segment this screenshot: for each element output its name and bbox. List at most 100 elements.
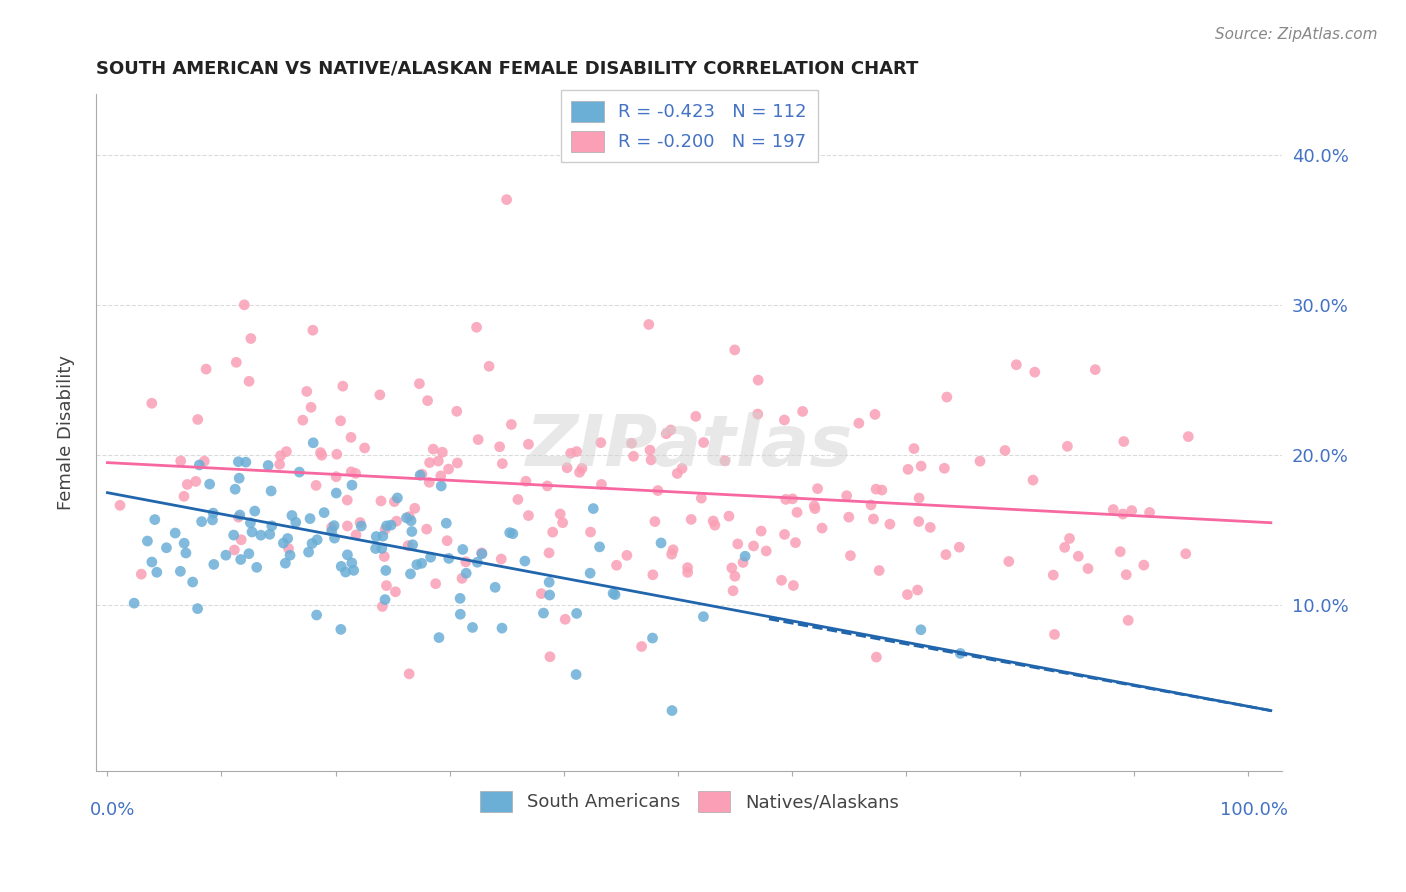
Point	[839, 549, 862, 563]
Point	[276, 444, 298, 458]
Point	[398, 509, 420, 524]
Point	[284, 516, 307, 530]
Point	[720, 561, 742, 575]
Point	[517, 508, 540, 523]
Point	[465, 555, 488, 569]
Point	[565, 444, 588, 458]
Point	[274, 556, 297, 570]
Point	[323, 531, 346, 545]
Point	[560, 446, 582, 460]
Point	[340, 430, 363, 444]
Point	[170, 454, 193, 468]
Point	[387, 491, 409, 505]
Point	[870, 483, 893, 497]
Point	[775, 492, 797, 507]
Point	[408, 376, 430, 391]
Point	[259, 527, 281, 541]
Point	[637, 318, 659, 332]
Point	[188, 458, 211, 472]
Point	[907, 515, 929, 529]
Point	[491, 621, 513, 635]
Point	[174, 546, 197, 560]
Point	[579, 566, 602, 581]
Point	[187, 601, 209, 615]
Point	[321, 520, 343, 534]
Point	[994, 443, 1017, 458]
Point	[934, 461, 956, 475]
Point	[401, 524, 423, 539]
Point	[641, 631, 664, 645]
Point	[340, 556, 363, 570]
Point	[187, 412, 209, 426]
Point	[270, 449, 292, 463]
Point	[336, 493, 359, 508]
Point	[380, 518, 402, 533]
Point	[551, 516, 574, 530]
Text: ZIPatlas: ZIPatlas	[526, 411, 853, 481]
Point	[229, 552, 252, 566]
Point	[1005, 358, 1028, 372]
Point	[804, 501, 827, 516]
Point	[329, 414, 352, 428]
Point	[456, 566, 478, 581]
Point	[638, 443, 661, 458]
Point	[727, 537, 749, 551]
Point	[143, 513, 166, 527]
Point	[606, 558, 628, 573]
Point	[1059, 532, 1081, 546]
Point	[190, 515, 212, 529]
Point	[681, 512, 703, 526]
Point	[399, 514, 422, 528]
Point	[295, 384, 318, 399]
Point	[533, 606, 555, 620]
Point	[908, 491, 931, 505]
Point	[368, 388, 391, 402]
Point	[998, 554, 1021, 568]
Text: 100.0%: 100.0%	[1220, 801, 1288, 819]
Point	[299, 401, 322, 415]
Point	[425, 576, 447, 591]
Point	[323, 518, 346, 533]
Point	[734, 549, 756, 564]
Point	[343, 563, 366, 577]
Point	[222, 528, 245, 542]
Point	[449, 591, 471, 606]
Point	[603, 588, 626, 602]
Point	[305, 478, 328, 492]
Point	[419, 456, 441, 470]
Point	[173, 536, 195, 550]
Point	[786, 505, 808, 519]
Point	[321, 524, 343, 539]
Point	[165, 526, 187, 541]
Point	[724, 569, 747, 583]
Point	[416, 393, 439, 408]
Point	[228, 455, 250, 469]
Point	[404, 501, 426, 516]
Point	[948, 540, 970, 554]
Point	[502, 526, 524, 541]
Text: Source: ZipAtlas.com: Source: ZipAtlas.com	[1215, 27, 1378, 42]
Point	[419, 550, 441, 565]
Point	[782, 578, 804, 592]
Point	[949, 647, 972, 661]
Point	[565, 667, 588, 681]
Point	[903, 442, 925, 456]
Point	[224, 482, 246, 496]
Point	[129, 567, 152, 582]
Point	[314, 506, 336, 520]
Point	[301, 536, 323, 550]
Point	[811, 521, 834, 535]
Point	[243, 504, 266, 518]
Point	[349, 516, 371, 530]
Point	[449, 607, 471, 622]
Point	[647, 483, 669, 498]
Point	[717, 509, 740, 524]
Point	[835, 489, 858, 503]
Point	[288, 465, 311, 479]
Point	[374, 592, 396, 607]
Point	[309, 445, 332, 459]
Point	[1084, 362, 1107, 376]
Point	[501, 417, 523, 432]
Point	[1067, 549, 1090, 564]
Point	[644, 515, 666, 529]
